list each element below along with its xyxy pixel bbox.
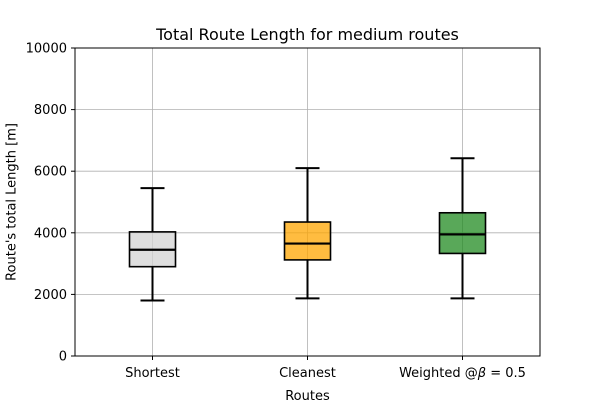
box-1 (128, 187, 177, 302)
y-tick-label: 8000 (34, 103, 67, 118)
box-3 (438, 157, 487, 300)
y-tick-label: 10000 (26, 42, 67, 57)
y-tick-label: 2000 (34, 288, 67, 303)
y-tick-label: 6000 (34, 165, 67, 180)
box-series (128, 157, 487, 302)
y-tick-label: 4000 (34, 226, 67, 241)
x-axis-title: Routes (285, 389, 330, 400)
chart-title: Total Route Length for medium routes (155, 25, 459, 44)
box-2 (283, 167, 332, 300)
x-tick-label: Weighted @β = 0.5 (399, 366, 526, 381)
x-tick-label: Shortest (125, 366, 180, 381)
y-tick-label: 0 (59, 350, 67, 365)
box-body (283, 221, 332, 261)
x-tick-label: Cleanest (279, 366, 336, 381)
y-axis-title: Route's total Length [m] (5, 123, 20, 281)
axis-ticks: 0 2000 4000 6000 8000 10000 Shortest Cleanest We… (26, 42, 526, 382)
box-body (438, 211, 487, 255)
